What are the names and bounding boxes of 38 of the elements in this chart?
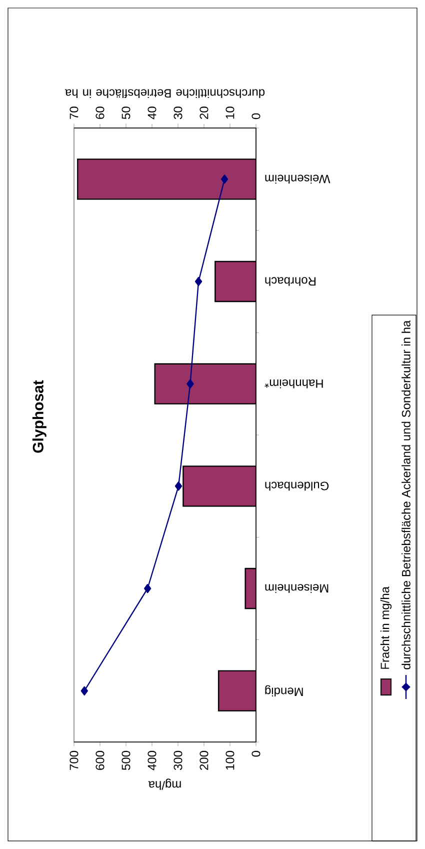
x-tick-label: 300 — [174, 750, 182, 770]
point — [144, 584, 152, 594]
x-tick-label: 100 — [226, 750, 234, 770]
bar — [77, 158, 256, 200]
x2-tick-label: 40 — [148, 106, 156, 120]
x-tick-label: 200 — [200, 750, 208, 770]
text: durchschnittliche Betriebsfläche Ackerland und Sonderkultur in ha — [402, 320, 410, 670]
point — [80, 686, 88, 696]
point — [186, 379, 194, 388]
x-tick-label: 0 — [252, 750, 260, 757]
bar — [214, 260, 256, 302]
text: Fracht in mg/ha — [380, 586, 392, 669]
y-tick-label: Weisenheim — [265, 174, 330, 184]
y-tick-label: Rohrbach — [265, 277, 316, 286]
x-tick-label: 700 — [70, 750, 78, 770]
x2-tick-label: 70 — [70, 106, 78, 119]
x2-tick-label: 0 — [252, 113, 260, 120]
x2-tick-label: 20 — [200, 106, 208, 119]
y-tick-label: Mendig — [265, 685, 303, 696]
x2-tick-label: 50 — [122, 106, 130, 120]
x2-tick-label: 60 — [96, 106, 104, 119]
x-axis-title: mg/ha — [148, 778, 181, 790]
x2-tick-label: 30 — [174, 106, 182, 120]
y-tick-label: Guldenbach — [265, 482, 329, 491]
x-tick-label: 500 — [122, 750, 130, 770]
x-tick-label: 400 — [148, 750, 156, 770]
bar — [182, 466, 256, 507]
text: Glyphosat — [32, 380, 46, 453]
y-tick-label: Hahnheim* — [264, 379, 323, 388]
point — [220, 174, 228, 184]
bar — [154, 363, 256, 404]
y-tick-label: Meisenheim — [265, 584, 328, 593]
x-tick-label: 600 — [96, 750, 104, 770]
x2-tick-label: 10 — [226, 106, 234, 119]
bar — [218, 670, 256, 712]
x2-axis-title: durchschnittliche Betriebsfläche in ha — [64, 89, 265, 98]
point — [194, 276, 202, 286]
point — [174, 482, 182, 491]
